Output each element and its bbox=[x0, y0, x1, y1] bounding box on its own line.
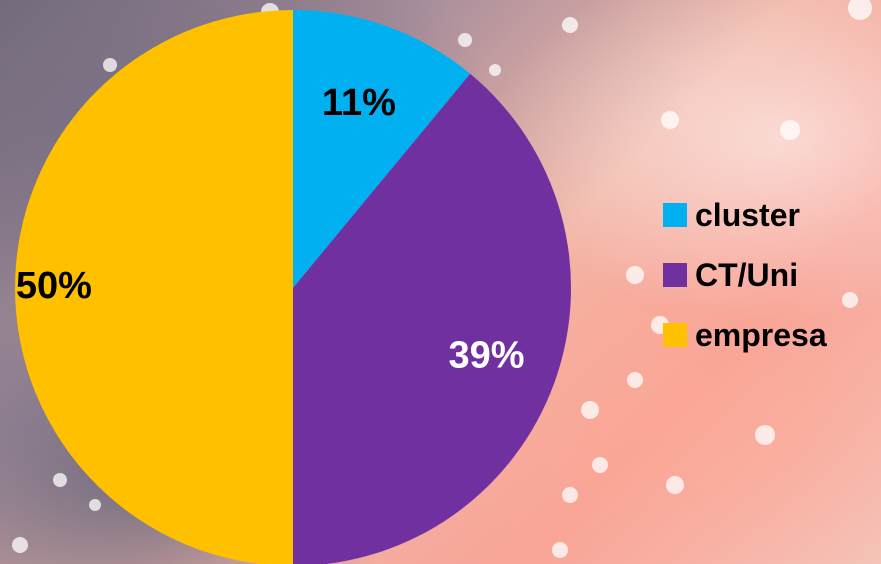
legend-item-empresa: empresa bbox=[663, 316, 827, 354]
pie-label-empresa: 50% bbox=[16, 265, 92, 307]
legend-swatch-empresa bbox=[663, 323, 687, 347]
pie-slices bbox=[15, 10, 571, 564]
legend-item-cluster: cluster bbox=[663, 196, 827, 234]
chart-legend: cluster CT/Uni empresa bbox=[663, 196, 827, 354]
pie-slice-cluster bbox=[293, 10, 471, 288]
pie-label-ct-uni: 39% bbox=[449, 335, 525, 377]
pie-slice-labels: 11% 39% 50% bbox=[16, 82, 525, 377]
legend-item-ct-uni: CT/Uni bbox=[663, 256, 827, 294]
legend-label-empresa: empresa bbox=[695, 316, 827, 353]
pie-slice-ct-uni bbox=[293, 73, 571, 564]
pie-label-cluster: 11% bbox=[322, 82, 396, 124]
pie-slice-empresa bbox=[15, 10, 293, 564]
legend-label-cluster: cluster bbox=[695, 196, 800, 233]
legend-swatch-ct-uni bbox=[663, 263, 687, 287]
legend-swatch-cluster bbox=[663, 203, 687, 227]
legend-label-ct-uni: CT/Uni bbox=[695, 256, 799, 293]
